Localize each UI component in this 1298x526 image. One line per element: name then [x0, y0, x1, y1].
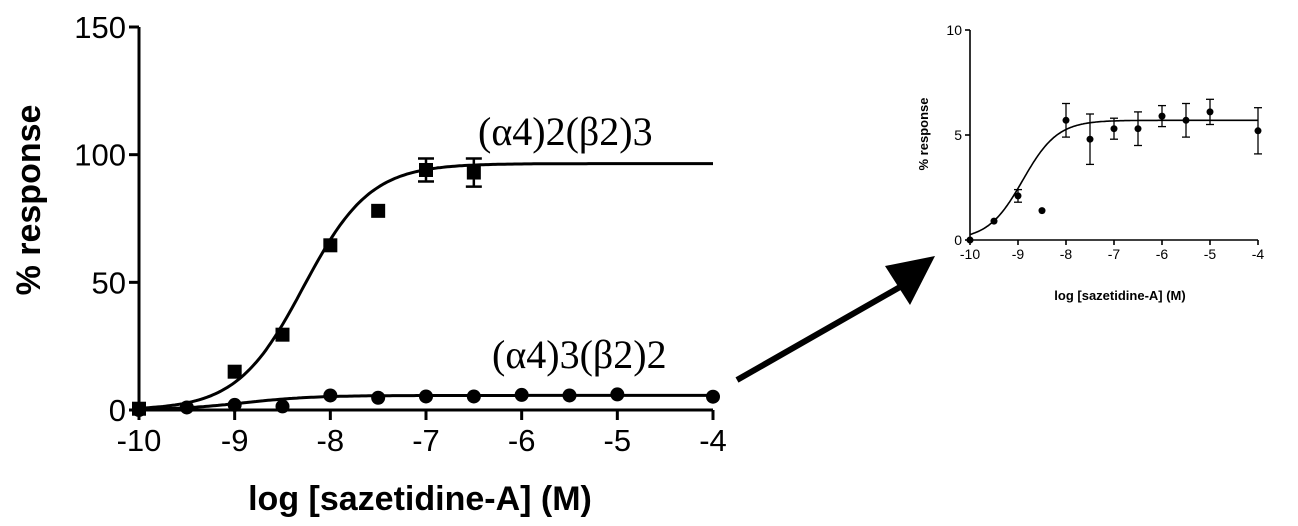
inset-data-point-circle	[1038, 207, 1046, 215]
inset-x-axis-label: log [sazetidine-A] (M)	[1054, 288, 1185, 303]
main-data-point-circle	[227, 397, 242, 412]
inset-data-point-circle	[966, 236, 974, 244]
main-x-tick-label: -9	[221, 423, 249, 458]
main-data-point-square	[419, 162, 433, 177]
main-y-tick-label: 0	[109, 393, 126, 428]
main-x-tick-label: -6	[508, 423, 536, 458]
main-axes: -10 -9 -8 -7 -6 -5 -4 0 50 100 150	[74, 10, 727, 458]
main-data-point-square	[466, 165, 481, 180]
main-x-tick-label: -10	[117, 423, 162, 458]
main-x-tick-label: -5	[604, 423, 632, 458]
main-data-point-circle	[466, 389, 481, 404]
series-label-a4-3-b2-2: (α4)3(β2)2	[492, 332, 667, 377]
main-chart: -10 -9 -8 -7 -6 -5 -4 0 50 100 150 % response log …	[10, 10, 727, 518]
inset-x-tick-label: -7	[1108, 246, 1121, 262]
main-data-point-circle	[706, 389, 720, 404]
main-data-point-square	[275, 327, 290, 342]
main-x-tick-label: -4	[699, 423, 727, 458]
inset-data-point-circle	[1086, 135, 1094, 143]
main-x-tick-label: -7	[412, 423, 440, 458]
zoom-arrow-shaft	[735, 284, 902, 383]
main-y-tick-label: 50	[92, 265, 126, 300]
inset-x-tick-label: -4	[1252, 246, 1265, 262]
main-data-point-circle	[562, 388, 577, 403]
inset-data-point-circle	[1182, 116, 1190, 124]
inset-data-point-circle	[1254, 127, 1262, 135]
main-data-point-square	[227, 364, 242, 379]
main-data-point-square	[323, 238, 338, 253]
inset-data-point-circle	[1158, 112, 1166, 120]
inset-y-tick-label: 5	[954, 127, 962, 143]
inset-data-point-circle	[1014, 192, 1022, 200]
main-y-tick-label: 100	[74, 138, 126, 173]
zoom-arrow	[735, 256, 935, 383]
main-data-point-circle	[275, 399, 290, 414]
inset-x-tick-label: -8	[1060, 246, 1073, 262]
main-y-tick-label: 150	[74, 10, 126, 45]
inset-x-tick-label: -9	[1012, 246, 1025, 262]
inset-data-point-circle	[1134, 125, 1142, 133]
inset-x-tick-label: -5	[1204, 246, 1217, 262]
main-data-point-circle	[419, 389, 433, 404]
main-data-point-square	[371, 203, 386, 218]
inset-x-tick-label: -10	[960, 246, 980, 262]
main-data-point-circle	[610, 387, 625, 402]
main-data-point-circle	[179, 400, 194, 415]
main-data-point-circle	[132, 403, 146, 417]
inset-axes: -10 -9 -8 -7 -6 -5 -4 0 5 10	[946, 22, 1264, 262]
main-data-point-circle	[514, 387, 529, 402]
main-x-tick-label: -8	[317, 423, 345, 458]
series-label-a4-2-b2-3: (α4)2(β2)3	[478, 109, 653, 154]
inset-y-tick-label: 0	[954, 232, 962, 248]
inset-y-axis-label: % response	[916, 98, 931, 171]
inset-x-tick-label: -6	[1156, 246, 1169, 262]
inset-data-point-circle	[990, 217, 998, 225]
inset-chart: -10 -9 -8 -7 -6 -5 -4 0 5 10 % response log [saze…	[916, 22, 1264, 303]
zoom-arrow-head	[885, 256, 935, 305]
main-y-axis-label: % response	[10, 105, 48, 296]
inset-data-point-circle	[1206, 108, 1214, 116]
inset-data-point-circle	[1062, 116, 1070, 124]
inset-data-point-circle	[1110, 125, 1118, 133]
inset-y-tick-label: 10	[946, 22, 962, 38]
main-data-point-circle	[371, 390, 386, 405]
main-data-point-circle	[323, 388, 338, 403]
main-x-axis-label: log [sazetidine-A] (M)	[248, 480, 592, 518]
